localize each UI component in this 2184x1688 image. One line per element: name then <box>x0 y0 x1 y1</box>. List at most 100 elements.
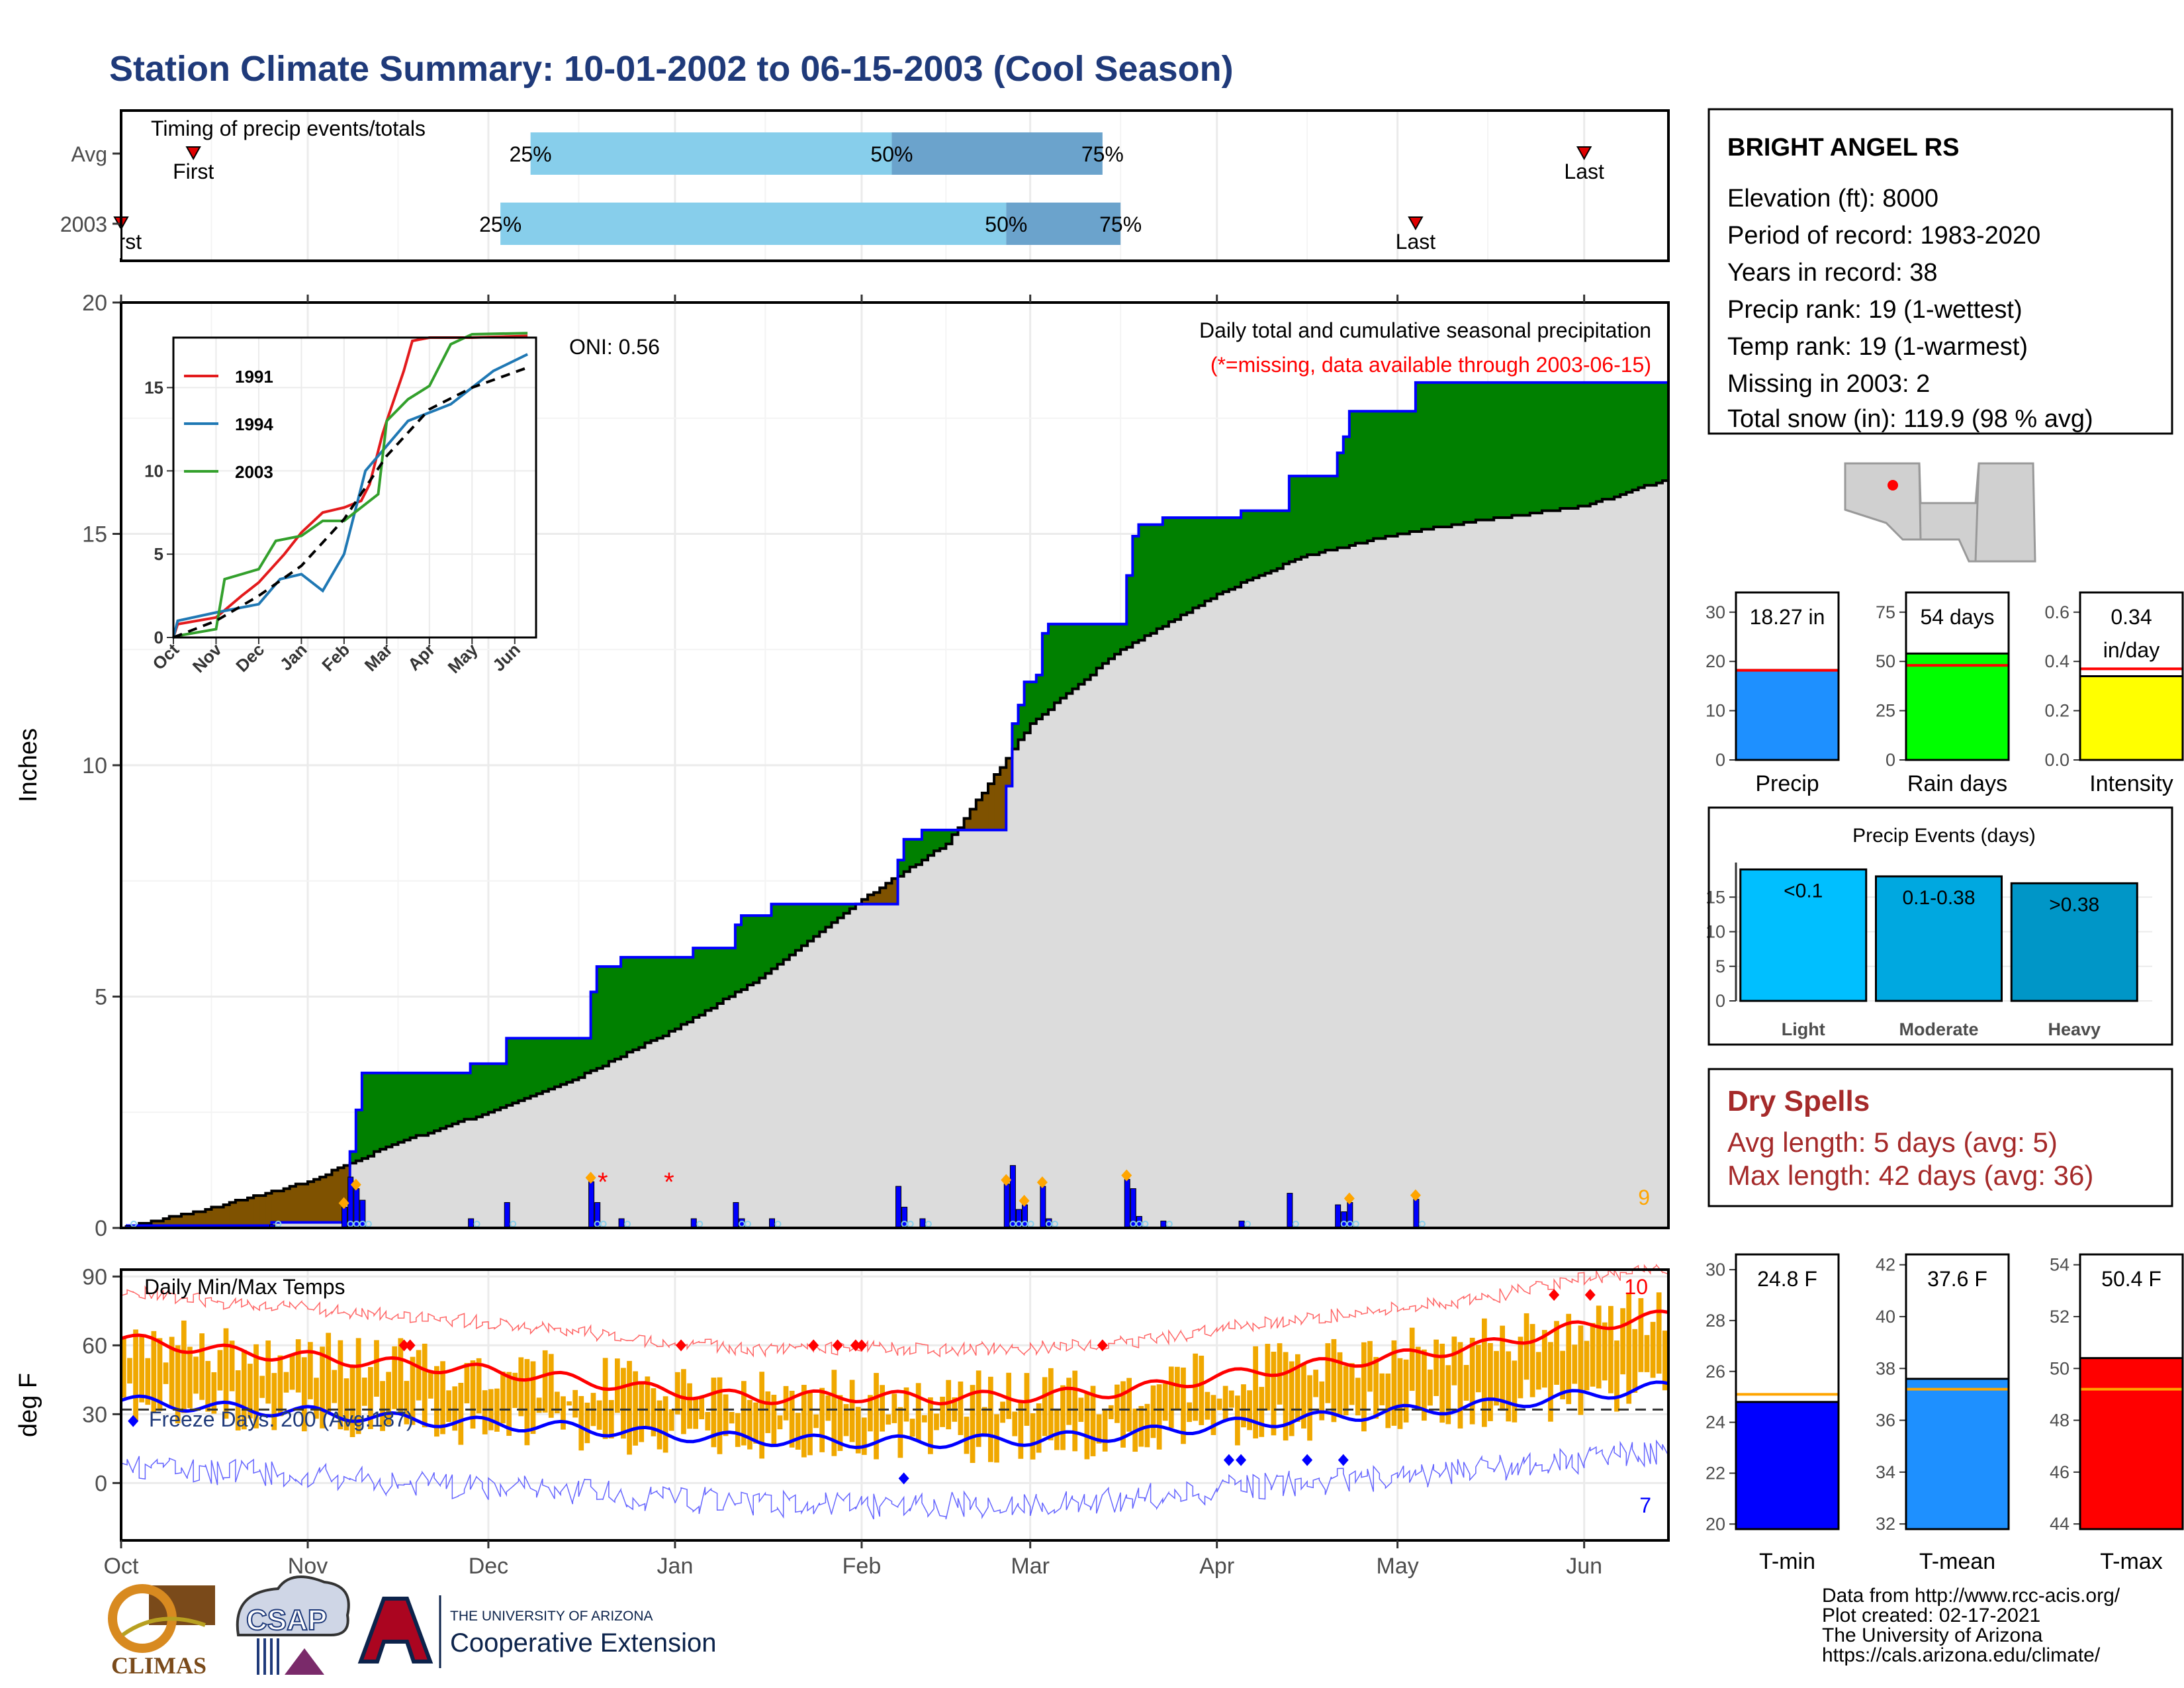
above-avg-fill <box>590 992 598 1071</box>
above-avg-fill <box>1096 624 1103 669</box>
daily-temp-bar <box>289 1355 295 1390</box>
daily-temp-bar <box>843 1404 849 1436</box>
daily-temp-bar <box>1475 1344 1481 1393</box>
daily-temp-bar <box>1054 1410 1060 1450</box>
above-avg-fill <box>1596 382 1603 502</box>
daily-temp-bar <box>1415 1346 1421 1411</box>
station-line: Period of record: 1983-2020 <box>1727 222 2040 250</box>
precip-summary-ytick-label: 0 <box>1715 750 1725 770</box>
daily-temp-bar <box>602 1358 608 1439</box>
snow-day-marker <box>1343 1192 1355 1205</box>
daily-temp-bar <box>1626 1293 1632 1404</box>
daily-temp-bar <box>1078 1397 1084 1423</box>
raindays-summary-bar <box>1905 652 2010 761</box>
timing-bar-50-75 <box>891 132 1103 175</box>
daily-temp-bar <box>133 1329 138 1421</box>
above-avg-fill <box>1259 510 1266 576</box>
daily-temp-bar <box>1313 1370 1318 1397</box>
daily-temp-bar <box>657 1400 662 1450</box>
daily-temp-bar <box>633 1371 639 1446</box>
above-avg-fill <box>1168 518 1175 622</box>
above-avg-fill <box>1554 382 1561 511</box>
daily-temp-bar <box>494 1388 500 1432</box>
daily-temp-bar <box>1295 1354 1300 1422</box>
daily-temp-bar <box>946 1380 952 1430</box>
daily-temp-bar <box>741 1381 747 1446</box>
below-avg-fill <box>193 1211 200 1226</box>
daily-temp-bar <box>886 1414 891 1425</box>
daily-temp-bar <box>259 1376 265 1398</box>
temp-summary-bars: 20 22 24 26 28 30 24.8 F T-min 32 34 36 38 40 42 37.6 … <box>1706 1253 2184 1574</box>
events-bar <box>2010 882 2138 1002</box>
above-avg-fill <box>548 1038 555 1090</box>
daily-temp-bar <box>561 1396 566 1430</box>
above-avg-fill <box>940 829 946 849</box>
daily-precip-bar <box>468 1218 475 1229</box>
intensity-summary-frame-top <box>2079 591 2184 761</box>
above-avg-fill <box>1084 624 1091 680</box>
above-avg-fill <box>392 1072 399 1145</box>
daily-temp-bar <box>320 1346 325 1429</box>
daily-temp-bar <box>729 1411 735 1424</box>
tmax-summary-ytick-label: 52 <box>2050 1307 2070 1327</box>
below-avg-fill <box>886 883 893 904</box>
temp-frame <box>120 1268 1670 1542</box>
above-avg-fill <box>1367 411 1374 541</box>
above-avg-fill <box>1373 411 1380 539</box>
record-low-marker <box>1223 1454 1234 1466</box>
daily-temp-bar <box>1222 1385 1228 1422</box>
precip-summary-ytick-label: 20 <box>1706 651 1725 671</box>
record-high-marker <box>676 1339 687 1352</box>
credits: Data from http://www.rcc-acis.org/ Plot … <box>1822 1585 2120 1666</box>
daily-temp-bar <box>705 1412 711 1430</box>
daily-temp-bar <box>1307 1375 1312 1441</box>
daily-temp-bar <box>1403 1359 1409 1423</box>
credit-line: Plot created: 02-17-2021 <box>1822 1605 2040 1626</box>
above-avg-fill <box>662 957 670 1036</box>
daily-temp-bar <box>217 1350 223 1391</box>
above-avg-fill <box>1018 705 1025 740</box>
above-avg-fill <box>1024 682 1031 733</box>
cumulative-2003-line <box>121 381 1668 1229</box>
daily-temp-bar <box>157 1338 163 1411</box>
daily-temp-bar <box>1602 1322 1608 1381</box>
tmax-summary-frame-top <box>2079 1253 2184 1530</box>
temp-ytick-label: 90 <box>82 1264 107 1289</box>
inset-legend-label: 1994 <box>235 414 273 434</box>
daily-temp-bar <box>807 1391 813 1456</box>
daily-precip-bar <box>359 1199 366 1229</box>
csap-logo: CSAP <box>236 1575 350 1675</box>
daily-temp-bar <box>530 1361 536 1434</box>
daily-temp-bar <box>1319 1381 1325 1421</box>
month-label: Mar <box>1011 1554 1050 1579</box>
daily-temp-bar <box>572 1389 578 1418</box>
below-avg-fill <box>994 774 1001 830</box>
daily-temp-bar <box>1512 1360 1518 1423</box>
above-avg-fill <box>753 915 760 983</box>
snow-day-count: 9 <box>1638 1186 1650 1209</box>
below-avg-fill <box>868 894 874 904</box>
snow-day-marker <box>350 1178 361 1191</box>
above-avg-fill <box>464 1072 471 1119</box>
daily-temp-bar <box>693 1397 698 1429</box>
daily-temp-bar <box>398 1338 404 1415</box>
daily-temp-bar <box>1241 1384 1246 1428</box>
daily-temp-bar <box>181 1320 187 1413</box>
daily-temp-bar <box>241 1350 247 1430</box>
station-name: BRIGHT ANGEL RS <box>1727 134 1959 162</box>
record-high-marker <box>1097 1339 1108 1352</box>
above-avg-fill <box>1535 382 1543 514</box>
daily-temp-bar <box>1638 1298 1644 1372</box>
above-avg-fill <box>614 966 621 1059</box>
above-avg-fill <box>1253 510 1259 578</box>
daily-temp-bar <box>205 1360 211 1412</box>
month-label: Dec <box>469 1554 508 1579</box>
daily-precip-bar <box>1022 1204 1028 1229</box>
last-event-marker <box>1408 216 1424 231</box>
daily-temp-bar <box>1620 1308 1625 1375</box>
daily-temp-bar <box>735 1413 741 1447</box>
above-avg-fill <box>1343 436 1350 548</box>
below-avg-fill <box>169 1216 176 1226</box>
above-avg-fill <box>500 1063 507 1108</box>
daily-temp-bar <box>891 1393 897 1423</box>
